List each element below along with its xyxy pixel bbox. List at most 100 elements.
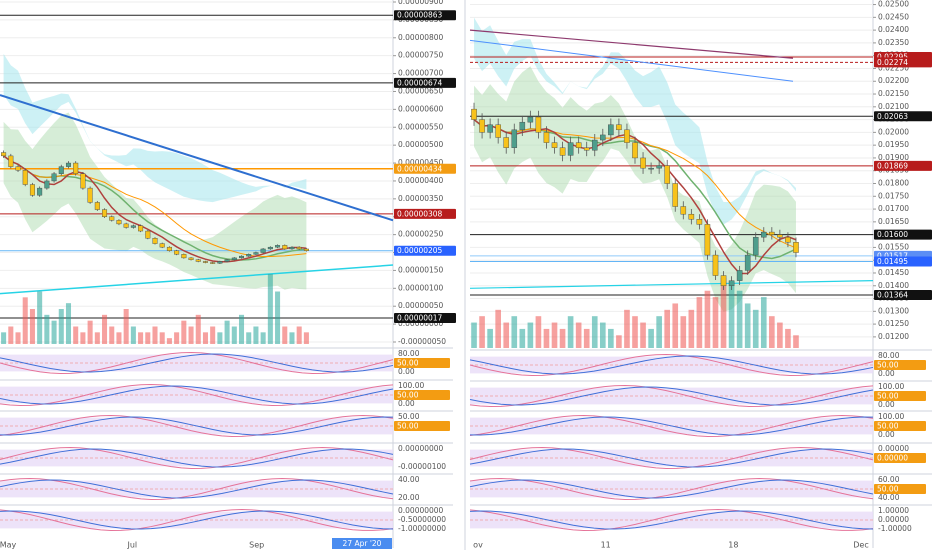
left-osc-line: [0, 508, 394, 531]
right-level-badge: 0.01600: [877, 230, 908, 239]
left-candle: [303, 248, 309, 251]
right-price-tick-label: 0.01700: [878, 204, 909, 213]
right-osc-signal: [469, 479, 874, 499]
right-osc-tick-label: 40.00: [878, 493, 900, 502]
right-osc-badge-bg: [874, 360, 926, 370]
right-x-axis-label: Dec: [853, 541, 868, 550]
right-candle: [696, 219, 703, 225]
left-volume-bar: [58, 309, 64, 344]
left-volume-bar: [210, 326, 216, 344]
left-candle: [87, 187, 93, 203]
left-osc-tick-label: -1.00000000: [398, 524, 446, 533]
left-price-tick-label: 0.00000450: [398, 158, 444, 167]
left-osc-badge-bg: [394, 358, 450, 368]
right-candle: [769, 231, 775, 235]
left-candle: [145, 230, 151, 239]
left-candle: [15, 166, 21, 171]
left-volume-bar: [275, 291, 281, 344]
left-price-tick-label: 0.00000400: [398, 176, 444, 185]
right-chart[interactable]: 0.025000.024500.024000.023500.023000.022…: [469, 0, 932, 550]
right-candle: [640, 157, 646, 169]
right-x-axis-label: ov: [473, 541, 483, 550]
left-ma-red: [3, 155, 307, 263]
right-price-tick-label: 0.02150: [878, 89, 909, 98]
left-volume-bar: [51, 320, 57, 344]
left-level-badge: 0.00000308: [397, 209, 443, 218]
left-volume-bar: [195, 314, 201, 344]
right-volume-bar: [640, 322, 646, 348]
right-candle: [511, 129, 518, 148]
left-candle: [253, 252, 259, 255]
right-volume-bar: [519, 328, 526, 348]
right-volume-bar: [551, 322, 558, 348]
left-level-badge: 0.00000674: [397, 78, 443, 87]
right-price-tick-label: 0.02350: [878, 38, 909, 47]
left-osc-tick-label: 50.00: [398, 412, 420, 421]
left-price-tick-label: 0.00000500: [398, 140, 444, 149]
right-osc-tick-label: -1.00000: [878, 524, 912, 533]
right-osc-badge-bg: [874, 421, 926, 431]
left-candle: [8, 155, 14, 167]
right-volume-bar: [736, 290, 743, 348]
right-candle: [567, 142, 574, 156]
left-volume-bar: [1, 332, 7, 344]
left-price-tick-label: 0.00000350: [398, 194, 444, 203]
left-osc-signal: [0, 510, 394, 530]
left-volume-bar: [109, 326, 115, 344]
right-candle: [559, 147, 566, 156]
right-osc-badge-bg: [874, 484, 926, 494]
left-volume-bar: [65, 303, 72, 344]
right-level-badge-bg: [874, 229, 932, 240]
left-level-badge-bg: [394, 77, 456, 88]
left-blue-trendline: [0, 94, 394, 222]
left-level-badge-bg: [394, 163, 456, 174]
left-volume-bar: [267, 274, 273, 344]
left-volume-bar: [123, 309, 129, 344]
right-level-badge: 0.01495: [877, 257, 908, 266]
left-volume-bar: [130, 326, 136, 344]
left-level-badge: 0.00000017: [397, 314, 443, 323]
right-volume-bar: [720, 278, 727, 348]
right-cyan-line: [469, 280, 874, 289]
left-osc-signal: [0, 448, 394, 468]
left-osc-line: [0, 414, 394, 437]
left-chart[interactable]: 0.000009000.000008500.000008000.00000750…: [0, 0, 456, 550]
left-candle: [267, 246, 273, 250]
left-osc-tick-label: 40.00: [398, 475, 420, 484]
right-volume-bar: [543, 328, 550, 348]
right-candle: [591, 139, 598, 151]
left-price-tick-label: 0.00000700: [398, 69, 444, 78]
left-volume-bar: [217, 332, 223, 344]
right-candle: [704, 224, 711, 256]
left-level-badge: 0.00000205: [397, 246, 443, 255]
left-candle: [224, 259, 230, 262]
right-price-tick-label: 0.02200: [878, 76, 909, 85]
right-volume-bar: [591, 316, 598, 348]
right-osc-line: [469, 477, 874, 500]
left-osc-line: [0, 384, 394, 406]
left-level-badge-bg: [394, 313, 456, 324]
right-candle: [688, 213, 695, 220]
right-volume-bar: [535, 316, 542, 348]
right-volume-bar: [696, 297, 703, 348]
right-price-tick-label: 0.01950: [878, 140, 909, 149]
date-tag-bg: [332, 538, 392, 549]
date-tag: 27 Apr '20: [343, 539, 382, 548]
right-candle: [720, 275, 727, 286]
left-volume-bar: [29, 309, 35, 344]
left-osc-badge-bg: [394, 390, 450, 400]
right-osc-signal: [469, 510, 874, 530]
right-volume-bar: [760, 297, 767, 348]
left-volume-bar: [246, 332, 252, 344]
right-level-badge-bg: [874, 57, 932, 68]
right-candle: [487, 124, 493, 133]
left-volume-bar: [289, 332, 295, 344]
left-volume-bar: [202, 332, 208, 344]
right-volume-bar: [648, 328, 654, 348]
left-volume-bar: [166, 338, 172, 344]
right-price-tick-label: 0.01550: [878, 242, 909, 251]
right-osc-badge: 50.00: [877, 485, 899, 494]
right-level-badge: 0.01364: [877, 290, 908, 299]
right-candle: [736, 270, 743, 281]
